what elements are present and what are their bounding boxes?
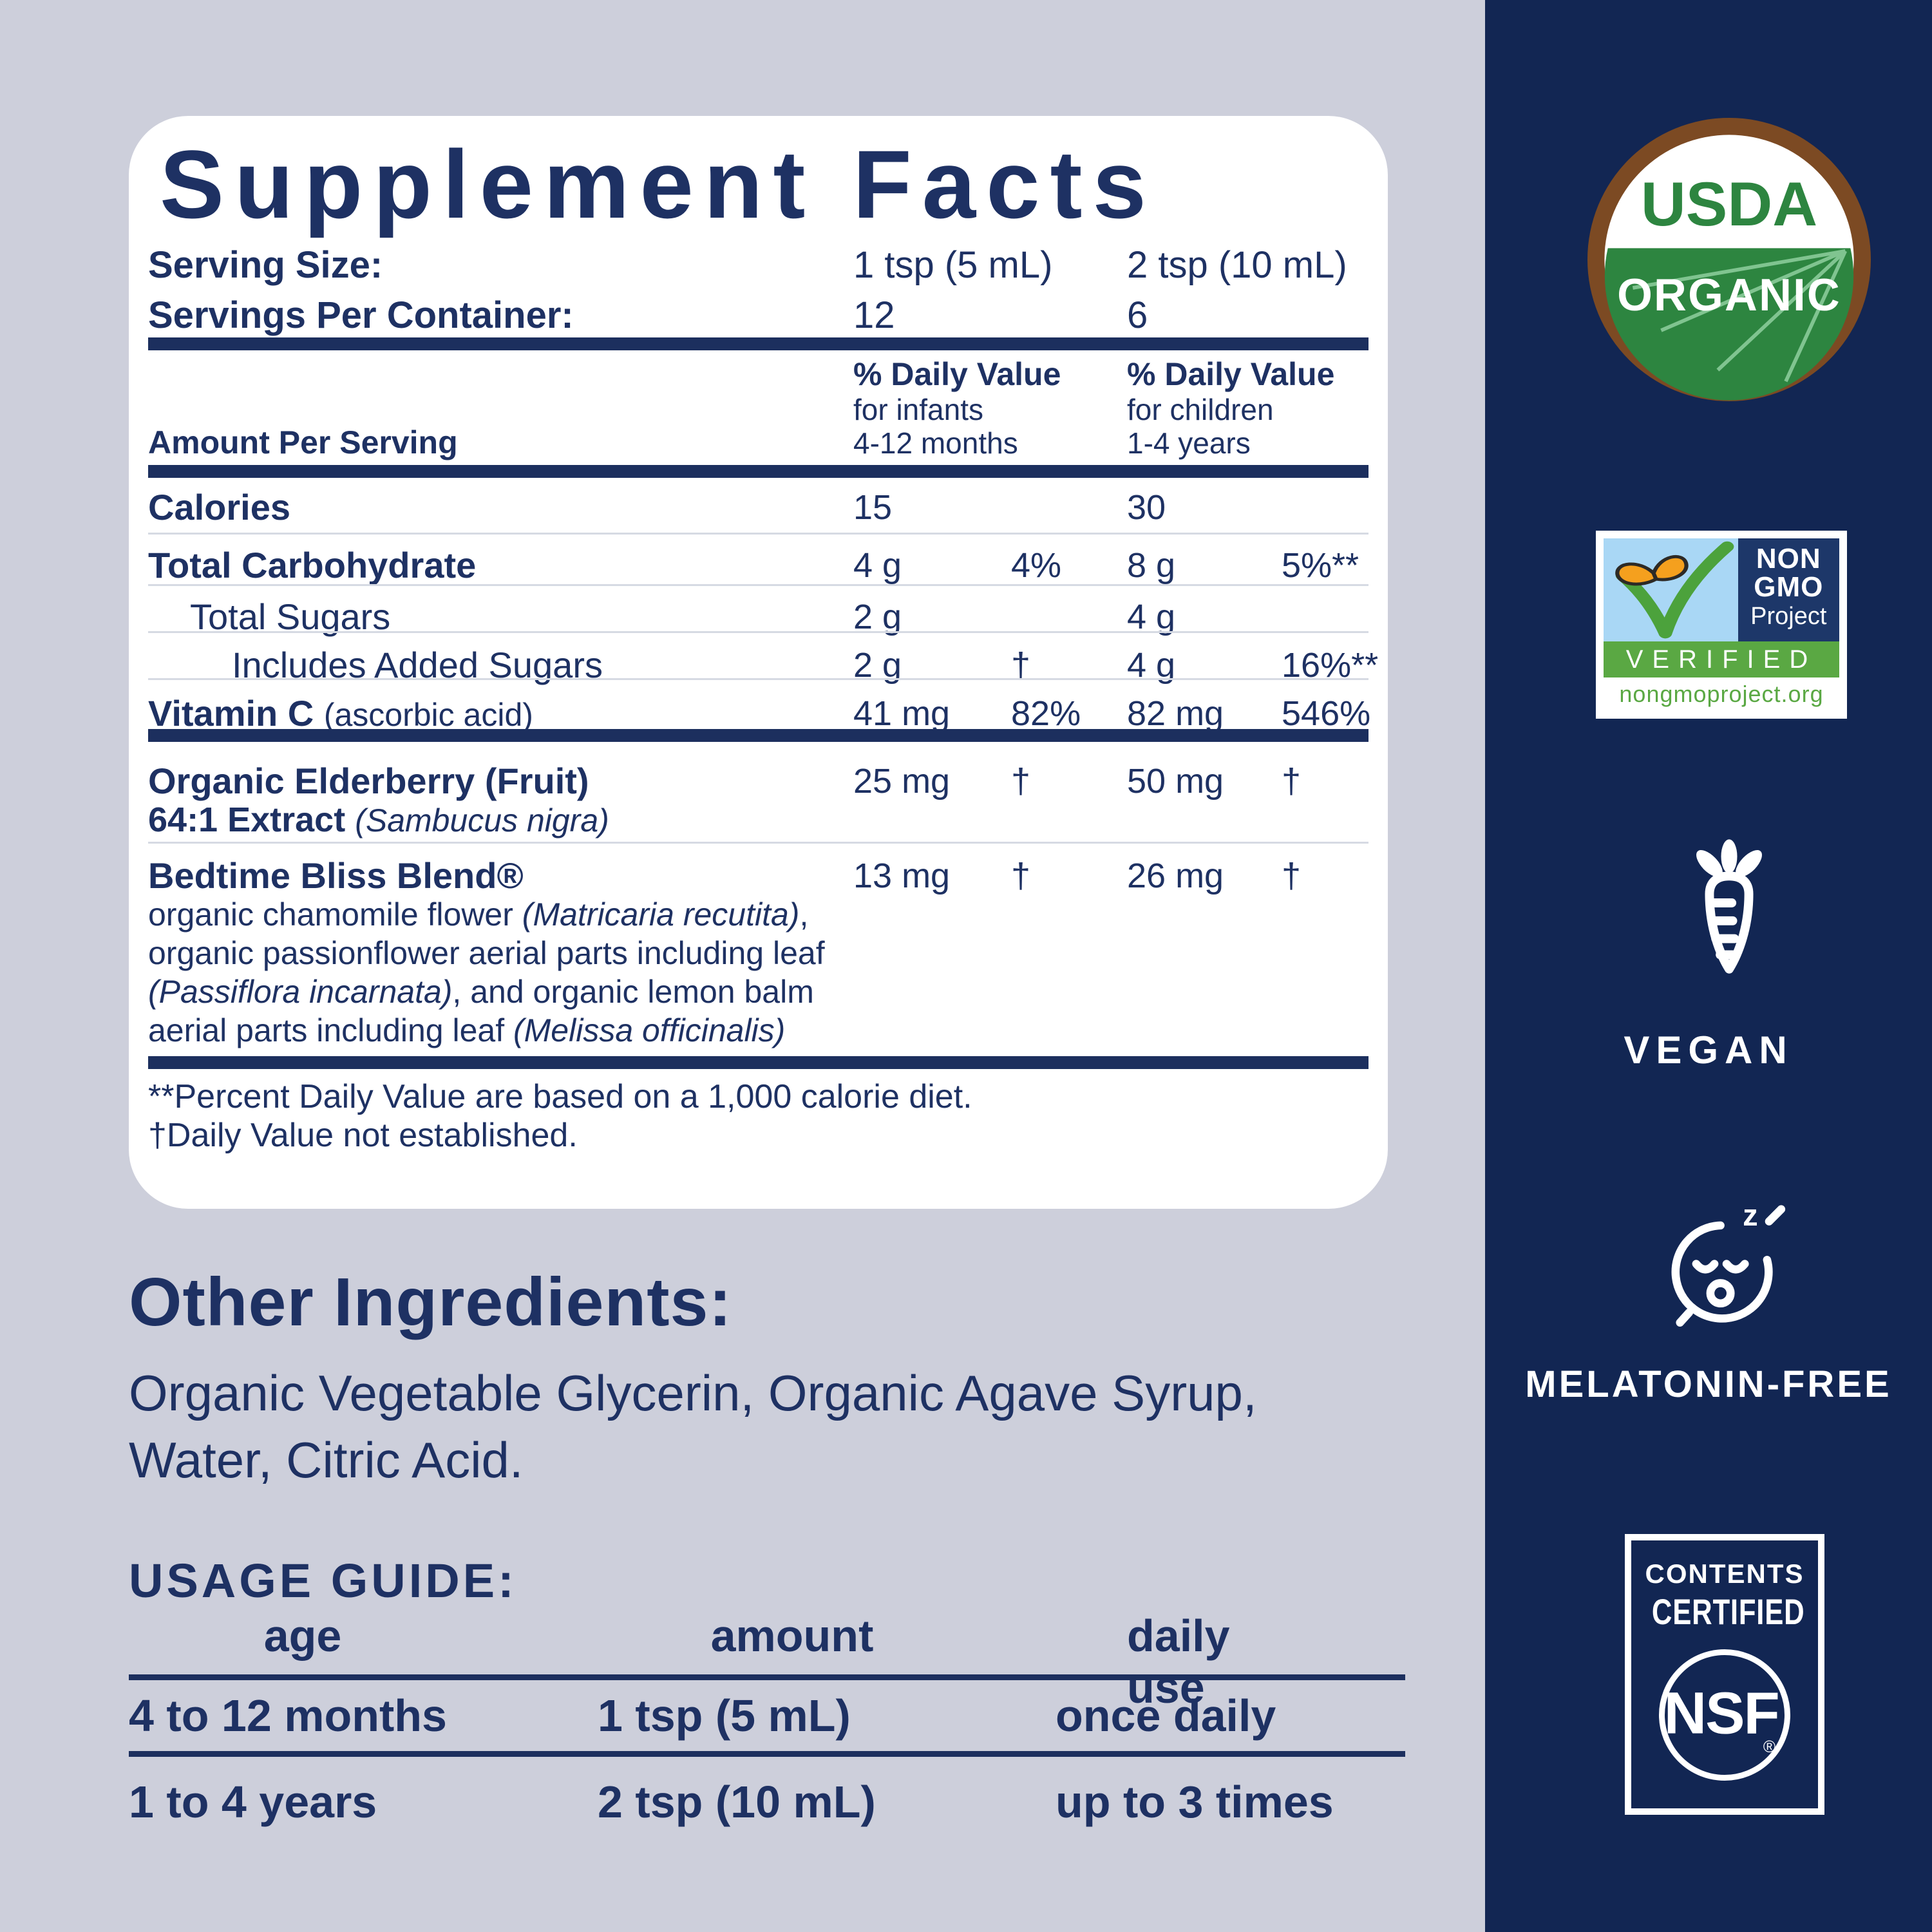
vitamin-c-note: (ascorbic acid)	[323, 697, 533, 733]
nsf-contents-label: CONTENTS	[1645, 1558, 1804, 1589]
usda-organic-icon: USDA ORGANIC	[1587, 118, 1871, 401]
row-divider	[148, 631, 1368, 633]
usage-guide-heading: USAGE GUIDE:	[129, 1554, 517, 1607]
vegan-label: VEGAN	[1624, 1028, 1794, 1072]
svg-text:ORGANIC: ORGANIC	[1617, 269, 1841, 320]
usage-daily-use: once daily	[1056, 1690, 1276, 1741]
supplement-facts-content: Supplement Facts Serving Size: 1 tsp (5 …	[148, 116, 1378, 1209]
nutrient-row-calories: Calories 15 30	[148, 487, 1166, 527]
nutrient-row-vitamin-c: Vitamin C (ascorbic acid) 41 mg 82% 82 m…	[148, 693, 1371, 734]
usage-row: 1 to 4 years 2 tsp (10 mL) up to 3 times	[129, 1776, 1405, 1828]
thick-rule	[148, 465, 1368, 478]
non-gmo-wordmark: NON GMO Project	[1738, 538, 1839, 641]
usage-amount: 2 tsp (10 mL)	[598, 1777, 876, 1827]
sleeping-face-icon: z	[1656, 1193, 1797, 1347]
row-divider	[148, 533, 1368, 535]
blend-description-line: organic passionflower aerial parts inclu…	[148, 935, 825, 971]
usage-guide-section: USAGE GUIDE: age amount daily use 4 to 1…	[129, 1553, 1405, 1830]
elderberry-extract-line: 64:1 Extract (Sambucus nigra)	[148, 800, 609, 839]
thick-rule	[148, 1056, 1368, 1069]
amount-per-serving-header: Amount Per Serving	[148, 424, 458, 460]
daily-value-header-infants: % Daily Value for infants 4-12 months	[853, 356, 1061, 460]
usage-divider	[129, 1674, 1405, 1680]
servings-infants: 12	[853, 294, 895, 336]
usage-col-amount: amount	[710, 1611, 874, 1661]
melatonin-free-label: MELATONIN-FREE	[1525, 1363, 1892, 1405]
blend-description-line: (Passiflora incarnata), and organic lemo…	[148, 974, 814, 1010]
footnote-dagger: †Daily Value not established.	[148, 1117, 578, 1154]
other-ingredients-heading: Other Ingredients:	[129, 1264, 732, 1340]
serving-size-row: Serving Size: 1 tsp (5 mL) 2 tsp (10 mL)	[148, 243, 1368, 287]
servings-per-container-row: Servings Per Container: 12 6	[148, 294, 1368, 337]
nutrient-row-total-carbohydrate: Total Carbohydrate 4 g 4% 8 g 5%**	[148, 545, 1359, 585]
servings-per-container-label: Servings Per Container:	[148, 294, 574, 336]
other-ingredients-section: Other Ingredients: Organic Vegetable Gly…	[129, 1264, 1488, 1493]
non-gmo-project-badge: NON GMO Project VERIFIED nongmoproject.o…	[1596, 531, 1847, 719]
serving-size-children: 2 tsp (10 mL)	[1127, 244, 1347, 286]
registered-mark: ®	[1763, 1737, 1776, 1756]
other-ingredients-line: Organic Vegetable Glycerin, Organic Agav…	[129, 1365, 1257, 1421]
nsf-logo-circle: NSF ®	[1659, 1649, 1790, 1781]
usda-organic-badge: USDA ORGANIC	[1587, 118, 1871, 401]
footnote-percent-dv: **Percent Daily Value are based on a 1,0…	[148, 1078, 972, 1115]
blend-description-line: organic chamomile flower (Matricaria rec…	[148, 896, 809, 933]
row-divider	[148, 678, 1368, 680]
supplement-facts-panel: Supplement Facts Serving Size: 1 tsp (5 …	[129, 116, 1388, 1209]
nsf-logo: NSF	[1663, 1680, 1780, 1747]
nutrient-row-total-sugars: Total Sugars 2 g 4 g	[190, 596, 1176, 637]
usage-col-age: age	[263, 1611, 342, 1661]
certification-sidebar: USDA ORGANIC NON GMO Project	[1485, 0, 1932, 1932]
row-divider	[148, 584, 1368, 586]
supplement-facts-title: Supplement Facts	[160, 130, 1157, 238]
svg-text:USDA: USDA	[1641, 169, 1817, 239]
nsf-certified-label: CERTIFIED	[1651, 1591, 1805, 1632]
thick-rule	[148, 729, 1368, 742]
other-ingredients-line: Water, Citric Acid.	[129, 1432, 524, 1488]
usage-row: 4 to 12 months 1 tsp (5 mL) once daily	[129, 1690, 1405, 1741]
carrot-icon	[1674, 838, 1784, 999]
botanical-row-bedtime-blend: Bedtime Bliss Blend® 13 mg † 26 mg †	[148, 855, 1302, 896]
nsf-certified-badge: CONTENTS CERTIFIED NSF ®	[1625, 1534, 1824, 1815]
non-gmo-verified-strip: VERIFIED	[1604, 641, 1839, 677]
usage-age: 1 to 4 years	[129, 1777, 377, 1827]
svg-text:z: z	[1743, 1198, 1758, 1232]
botanical-row-elderberry: Organic Elderberry (Fruit) 25 mg † 50 mg…	[148, 761, 1302, 801]
servings-children: 6	[1127, 294, 1148, 336]
blend-description-line: aerial parts including leaf (Melissa off…	[148, 1012, 786, 1048]
non-gmo-url: nongmoproject.org	[1604, 677, 1839, 710]
usage-age: 4 to 12 months	[129, 1690, 447, 1741]
daily-value-header-children: % Daily Value for children 1-4 years	[1127, 356, 1335, 460]
usage-amount: 1 tsp (5 mL)	[598, 1690, 851, 1741]
usage-col-daily-use: daily use	[1127, 1611, 1230, 1712]
non-gmo-butterfly-icon	[1604, 538, 1738, 641]
serving-size-label: Serving Size:	[148, 244, 383, 286]
thick-rule	[148, 337, 1368, 350]
serving-size-infants: 1 tsp (5 mL)	[853, 244, 1053, 286]
usage-divider	[129, 1751, 1405, 1757]
usage-daily-use: up to 3 times	[1056, 1777, 1334, 1827]
non-gmo-top: NON GMO Project	[1604, 538, 1839, 641]
row-divider	[148, 842, 1368, 844]
